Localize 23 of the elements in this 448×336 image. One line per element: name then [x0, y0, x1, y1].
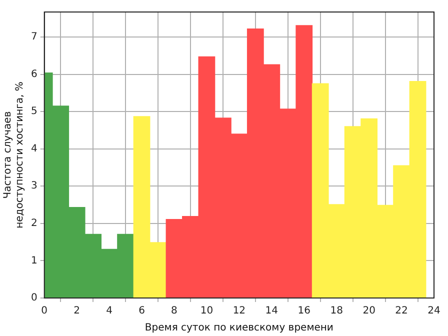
x-tick-label: 22 [395, 306, 408, 317]
x-tick-label: 2 [74, 306, 80, 317]
x-tick-label: 20 [362, 306, 376, 317]
y-tick-label: 5 [30, 106, 38, 118]
x-tick-label: 0 [41, 306, 48, 317]
x-tick-label: 24 [428, 306, 440, 317]
x-tick-label: 6 [138, 306, 145, 317]
y-tick-label: 7 [30, 32, 38, 43]
x-axis-title: Время суток по киевскому времени [144, 322, 334, 334]
x-tick-label: 8 [171, 306, 178, 317]
y-tick-label: 3 [30, 180, 38, 192]
x-tick-label: 10 [200, 306, 214, 317]
x-tick-label: 14 [265, 306, 278, 317]
x-tick-label: 4 [106, 306, 112, 317]
x-tick-label: 12 [232, 306, 246, 317]
x-tick-label: 18 [330, 306, 343, 317]
x-tick-label: 16 [298, 306, 310, 317]
y-tick-label: 4 [30, 143, 38, 154]
y-tick-label: 6 [30, 68, 38, 80]
y-tick-label: 2 [30, 218, 38, 230]
y-axis-title: Частота случаев недоступности хостинга, % [2, 82, 26, 228]
y-tick-label: 0 [30, 292, 38, 304]
y-tick-label: 1 [30, 255, 38, 266]
